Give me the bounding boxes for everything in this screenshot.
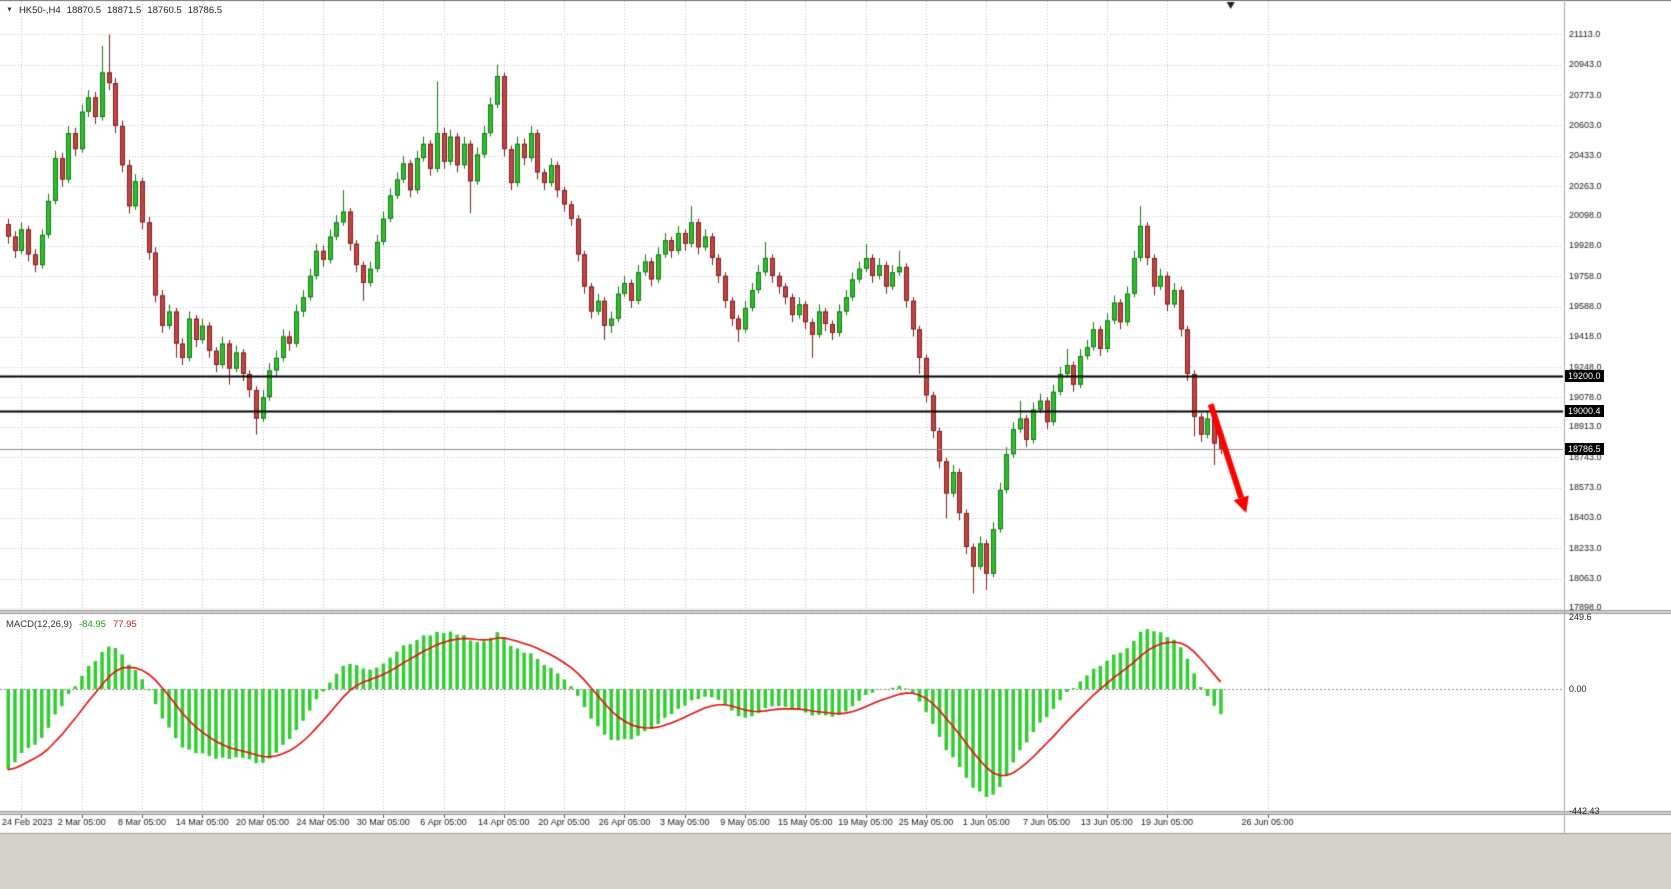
ohlc-open-value: 18870.5 — [66, 5, 101, 16]
macd-signal-value: 77.95 — [112, 619, 137, 630]
symbol-header: ▼ HK50-,H4 18870.5 18871.5 18760.5 18786… — [6, 5, 222, 16]
symbol-timeframe-label: HK50-,H4 — [18, 5, 61, 16]
ohlc-low-value: 18760.5 — [147, 5, 182, 16]
macd-name: MACD(12,26,9) — [6, 619, 72, 630]
ohlc-high-value: 18871.5 — [107, 5, 142, 16]
chart-symbol-icon: ▼ — [6, 6, 13, 14]
macd-main-value: -84.95 — [79, 619, 106, 630]
macd-indicator-label: MACD(12,26,9) -84.95 77.95 — [6, 619, 137, 630]
price-level-badge-support: 19000.4 — [1565, 405, 1604, 418]
macd-axis-max: 249.6 — [1569, 612, 1592, 622]
ohlc-close-value: 18786.5 — [187, 5, 223, 16]
price-level-badge-resistance: 19200.0 — [1565, 369, 1604, 382]
macd-axis-zero: 0.00 — [1569, 684, 1587, 695]
last-price-badge: 18786.5 — [1565, 443, 1604, 456]
macd-axis-min: -442.43 — [1569, 806, 1600, 816]
